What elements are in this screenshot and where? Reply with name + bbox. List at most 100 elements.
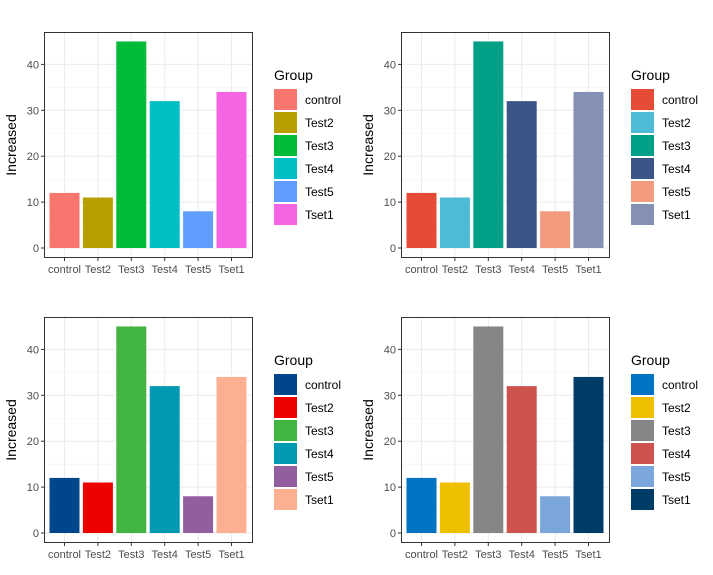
bar-Test3: [473, 326, 504, 533]
bar-control: [406, 477, 437, 533]
legend-label: Tset1: [305, 493, 334, 507]
legend-title: Group: [631, 67, 670, 83]
y-tick-label: 10: [27, 197, 39, 209]
x-tick-label: Tset1: [575, 264, 601, 276]
legend-label: Test5: [662, 470, 691, 484]
bar-Tset1: [573, 376, 604, 533]
legend-title: Group: [274, 67, 313, 83]
y-tick-label: 10: [27, 482, 39, 494]
legend-label: Test3: [662, 139, 691, 153]
x-tick-label: Test3: [475, 549, 501, 561]
bar-Test5: [183, 211, 214, 248]
x-tick-label: Tset1: [575, 549, 601, 561]
legend-label: Test2: [305, 401, 334, 415]
x-tick-label: Test3: [118, 264, 144, 276]
y-tick-label: 30: [27, 105, 39, 117]
legend-label: Test5: [662, 185, 691, 199]
y-tick-label: 10: [384, 197, 396, 209]
x-tick-label: Test5: [542, 549, 568, 561]
y-axis-title: Increased: [360, 114, 376, 175]
legend: Group control Test2 Test3 Test4 Test5 Tset1: [274, 67, 341, 225]
bar-Test3: [473, 41, 504, 249]
x-tick-label: Test2: [442, 264, 468, 276]
plot-border: [44, 32, 253, 258]
legend-key: [274, 89, 297, 110]
legend-key: [274, 443, 297, 464]
x-tick-label: Test4: [152, 549, 178, 561]
legend: Group control Test2 Test3 Test4 Test5 Tset1: [274, 352, 341, 510]
legend-label: Tset1: [305, 208, 334, 222]
bar-Test2: [82, 197, 113, 248]
plot-border: [401, 317, 610, 543]
bar-Test3: [116, 326, 147, 533]
chart-panel-3: 0 10 20 30 40 control Test2 Test3 Test4 Test5 Tset…: [3, 317, 341, 561]
legend-key: [631, 374, 654, 395]
bar-Tset1: [573, 91, 604, 248]
y-tick-label: 30: [384, 105, 396, 117]
legend-key: [274, 135, 297, 156]
legend-label: control: [662, 93, 698, 107]
legend-key: [631, 181, 654, 202]
x-tick-label: Test3: [118, 549, 144, 561]
legend-key: [631, 89, 654, 110]
bar-control: [49, 192, 80, 248]
legend-label: Test4: [305, 447, 334, 461]
legend-key: [631, 204, 654, 225]
legend-key: [274, 420, 297, 441]
chart-panel-2: 0 10 20 30 40 control Test2 Test3 Test4 Test5 Tset…: [360, 32, 698, 276]
legend-key: [274, 397, 297, 418]
y-tick-label: 20: [27, 151, 39, 163]
legend-label: Tset1: [662, 493, 691, 507]
legend-label: Test3: [305, 139, 334, 153]
bar-Test2: [82, 482, 113, 533]
legend-key: [631, 466, 654, 487]
x-tick-label: Test2: [85, 264, 111, 276]
legend-label: control: [305, 93, 341, 107]
legend-label: Test5: [305, 470, 334, 484]
legend-key: [274, 158, 297, 179]
bar-Test4: [506, 386, 537, 533]
y-tick-label: 40: [384, 59, 396, 71]
x-tick-label: Tset1: [218, 549, 244, 561]
y-tick-label: 20: [27, 436, 39, 448]
x-tick-label: Test3: [475, 264, 501, 276]
y-tick-label: 20: [384, 436, 396, 448]
x-tick-label: Test4: [152, 264, 178, 276]
legend-label: control: [305, 378, 341, 392]
legend-key: [274, 204, 297, 225]
x-tick-label: Test4: [509, 264, 535, 276]
legend-label: Test2: [662, 116, 691, 130]
legend-label: Test4: [662, 162, 691, 176]
x-tick-label: Test5: [542, 264, 568, 276]
legend-label: Test5: [305, 185, 334, 199]
y-tick-label: 0: [33, 243, 39, 255]
legend-label: Test4: [662, 447, 691, 461]
bar-control: [49, 477, 80, 533]
legend-key: [274, 374, 297, 395]
x-tick-label: control: [405, 264, 438, 276]
legend-key: [274, 112, 297, 133]
legend-label: Test3: [305, 424, 334, 438]
y-tick-label: 40: [27, 344, 39, 356]
bar-Test5: [183, 496, 214, 533]
bar-Test4: [506, 101, 537, 249]
bar-Test5: [540, 496, 571, 533]
legend-label: Test2: [662, 401, 691, 415]
legend-key: [631, 397, 654, 418]
x-tick-label: control: [405, 549, 438, 561]
x-tick-label: Test4: [509, 549, 535, 561]
y-tick-label: 0: [390, 528, 396, 540]
legend-label: Test3: [662, 424, 691, 438]
legend-title: Group: [631, 352, 670, 368]
x-tick-label: Test2: [442, 549, 468, 561]
y-axis-title: Increased: [3, 114, 19, 175]
plot-border: [401, 32, 610, 258]
legend-label: Test2: [305, 116, 334, 130]
x-tick-label: control: [48, 549, 81, 561]
x-tick-label: Tset1: [218, 264, 244, 276]
legend-key: [274, 466, 297, 487]
legend-key: [631, 112, 654, 133]
legend-key: [631, 158, 654, 179]
